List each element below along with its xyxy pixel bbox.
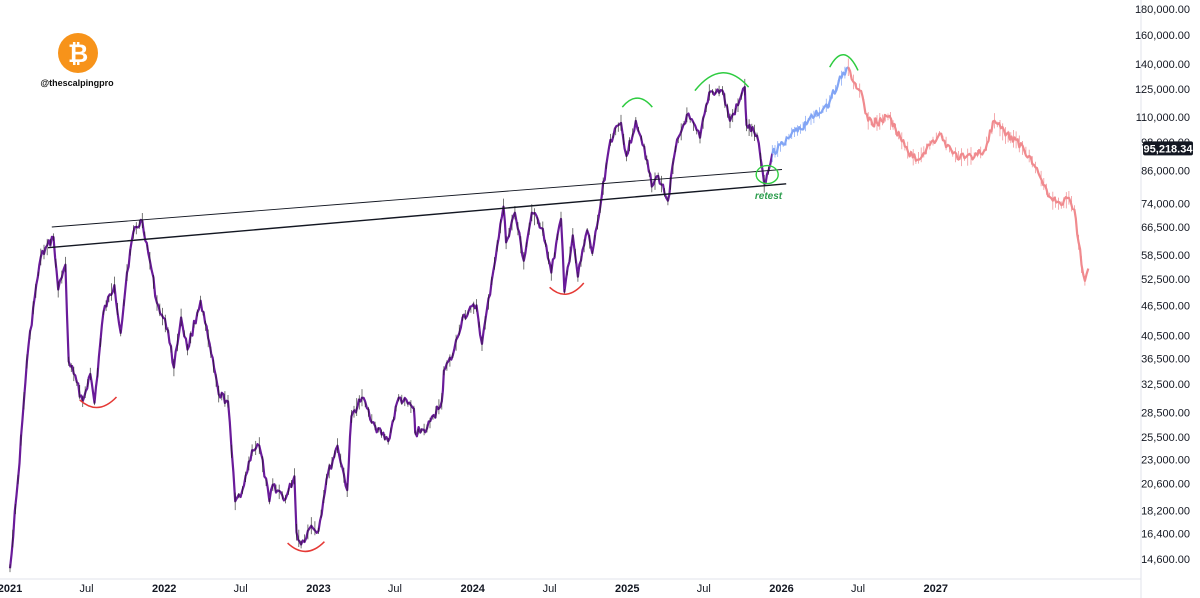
trendline-1[interactable] [51,169,783,228]
bottom-arc-3[interactable] [549,282,585,295]
trendline-layer [47,169,787,249]
price-tick-label: 74,000.00 [1141,199,1190,211]
price-tick-label: 58,500.00 [1141,250,1190,262]
current-price-background [1143,141,1193,156]
retest-circle[interactable] [755,164,779,185]
price-tick-label: 32,500.00 [1141,379,1190,391]
price-tick-label: 125,000.00 [1135,84,1190,96]
time-tick-label: Jul [543,583,557,595]
price-tick-label: 23,000.00 [1141,455,1190,467]
time-tick-label: 2021 [0,583,22,595]
price-tick-label: 16,400.00 [1141,529,1190,541]
price-tick-label: 36,500.00 [1141,353,1190,365]
price-tick-label: 46,500.00 [1141,300,1190,312]
bottom-arc-2[interactable] [287,541,325,553]
branding: ₿ @thescalpingpro [40,33,114,88]
top-arc-6[interactable] [829,54,859,71]
time-axis[interactable]: 2021 Jul 2022 Jul 2023 Jul 2024 Jul 2025 Jul 2026 J… [0,583,948,595]
price-tick-label: 20,600.00 [1141,479,1190,491]
price-axis[interactable]: 180,000.00 160,000.00 140,000.00 125,000.00… [1135,4,1190,566]
price-tick-label: 18,200.00 [1141,506,1190,518]
time-tick-label: 2025 [615,583,639,595]
time-tick-label: Jul [697,583,711,595]
channel-handle: @thescalpingpro [40,78,114,88]
price-tick-label: 28,500.00 [1141,408,1190,420]
time-tick-label: Jul [851,583,865,595]
top-arc-4[interactable] [621,97,653,108]
series-layer [8,58,1090,573]
price-tick-label: 40,500.00 [1141,331,1190,343]
bottom-arc-1[interactable] [79,396,118,409]
price-tick-label: 180,000.00 [1135,4,1190,16]
time-tick-label: 2023 [306,583,330,595]
price-tick-label: 86,000.00 [1141,166,1190,178]
price-tick-label: 160,000.00 [1135,30,1190,42]
price-tick-label: 140,000.00 [1135,59,1190,71]
retest-annotation: retest [755,191,783,202]
arc-annotation-layer [79,54,859,553]
time-tick-label: Jul [79,583,93,595]
time-tick-label: 2027 [924,583,948,595]
current-price-label: 95,218.34 [1144,143,1194,155]
time-tick-label: Jul [234,583,248,595]
bitcoin-symbol-icon: ₿ [68,40,88,68]
top-arc-5[interactable] [694,72,750,92]
trendline-2[interactable] [47,183,787,249]
price-tick-label: 14,600.00 [1141,554,1190,566]
price-tick-label: 66,500.00 [1141,222,1190,234]
time-tick-label: 2024 [460,583,485,595]
series-projection-up [771,66,849,163]
bitcoin-icon [58,33,98,73]
price-tick-label: 25,500.00 [1141,432,1190,444]
time-tick-label: 2022 [152,583,176,595]
series-history [8,78,774,573]
price-tick-label: 52,500.00 [1141,274,1190,286]
series-projection-down [847,58,1090,286]
time-tick-label: Jul [388,583,402,595]
price-tick-label: 110,000.00 [1136,112,1190,124]
series-line-history [8,86,774,569]
current-price-badge: 95,218.34 [1143,141,1194,156]
time-tick-label: 2026 [769,583,793,595]
